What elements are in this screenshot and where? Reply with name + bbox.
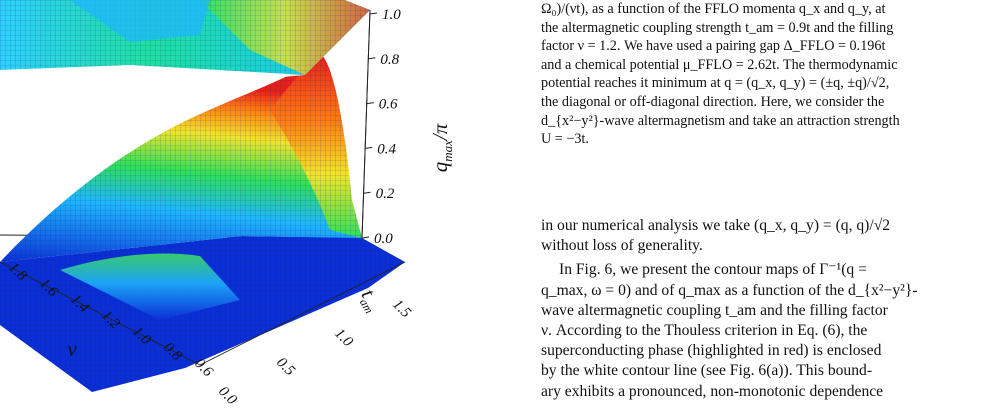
surface-ridge	[270, 55, 362, 238]
z-tick-label: 0.0	[374, 231, 393, 247]
tam-tick-label: 1.0	[331, 326, 356, 351]
body-line: ary exhibits a pronounced, non-monotonic…	[541, 382, 884, 400]
z-tick-label: 0.8	[380, 52, 399, 68]
body-line: in our numerical analysis we take (q_x, …	[541, 217, 891, 234]
body-line: by the white contour line (see Fig. 6(a)…	[541, 362, 873, 380]
z-tick-mark	[365, 146, 373, 149]
z-tick-mark	[366, 102, 374, 105]
caption-line: and a chemical potential μ_FFLO = 2.62t.…	[541, 56, 898, 73]
caption-line: the diagonal or off-diagonal direction. …	[541, 93, 885, 110]
z-tick-label: 0.6	[379, 97, 398, 113]
caption-line: Ω₀)/(νt), as a function of the FFLO mome…	[541, 1, 886, 17]
figure-caption: Ω₀)/(νt), as a function of the FFLO mome…	[541, 0, 991, 149]
body-line: wave altermagnetic coupling t_am and the…	[541, 301, 888, 319]
z-axis: 1.0 0.8 0.6 0.4 0.2 0.0 qmax/π	[361, 7, 455, 247]
body-line: superconducting phase (highlighted in re…	[541, 342, 882, 360]
surface-main-slope	[0, 70, 362, 320]
tam-tick-label: 1.5	[389, 297, 414, 322]
tam-tick-label: 0.5	[273, 355, 298, 380]
caption-line: U = −3t.	[541, 131, 589, 148]
z-tick-label: 1.0	[382, 7, 401, 23]
z-tick-label: 0.2	[376, 186, 395, 202]
surface-plot-figure: 1.00.80.60.40.20.0 qmax/π 0.00.51.01.5 t…	[0, 0, 455, 409]
z-tick-mark	[369, 12, 378, 15]
caption-line: potential reaches it minimum at q = (q_x…	[541, 75, 890, 92]
tam-tick-label: 0.0	[215, 384, 240, 409]
nu-axis-label: ν	[67, 337, 77, 361]
z-tick-mark	[361, 236, 370, 239]
body-line: q_max, ω = 0) and of q_max as a function…	[541, 281, 918, 299]
z-tick-label: 0.4	[377, 141, 396, 157]
body-text: in our numerical analysis we take (q_x, …	[541, 216, 991, 402]
surface-plateau	[0, 0, 370, 80]
caption-line: factor ν = 1.2. We have used a pairing g…	[541, 38, 886, 55]
body-line: without loss of generality.	[541, 237, 703, 255]
caption-line: the altermagnetic coupling strength t_am…	[541, 19, 894, 36]
body-line: In Fig. 6, we present the contour maps o…	[559, 261, 867, 279]
z-tick-mark	[363, 191, 371, 194]
z-tick-mark	[368, 57, 376, 60]
z-axis-label: qmax/π	[428, 123, 455, 172]
z-axis-ticks: 1.0 0.8 0.6 0.4 0.2 0.0	[361, 7, 401, 247]
body-line: ν. According to the Thouless criterion i…	[541, 322, 868, 340]
caption-line: d_{x²−y²}-wave altermagnetism and take a…	[541, 112, 900, 129]
